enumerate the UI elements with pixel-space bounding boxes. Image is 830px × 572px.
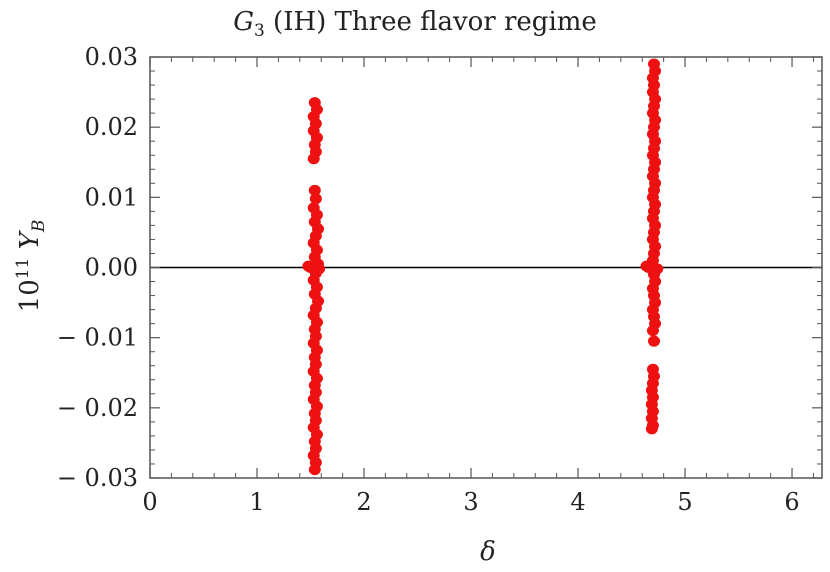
x-tick-label: 4 bbox=[570, 488, 585, 516]
y-tick-label: − 0.03 bbox=[57, 464, 138, 492]
ylabel-prefix: 10 bbox=[15, 279, 45, 312]
y-axis-label: 1011 YB bbox=[13, 220, 49, 313]
y-tick-label: 0.02 bbox=[85, 113, 138, 141]
y-tick-label: 0.00 bbox=[85, 254, 138, 282]
y-tick-label: 0.01 bbox=[85, 183, 138, 211]
x-tick-label: 2 bbox=[356, 488, 371, 516]
y-tick-label: 0.03 bbox=[85, 43, 138, 71]
x-tick-label: 3 bbox=[463, 488, 478, 516]
data-point bbox=[648, 335, 660, 347]
x-tick-label: 5 bbox=[677, 488, 692, 516]
x-tick-label: 1 bbox=[249, 488, 264, 516]
data-point bbox=[646, 325, 659, 337]
title-symbol: G bbox=[233, 7, 254, 37]
x-tick-label: 0 bbox=[142, 488, 157, 516]
data-point bbox=[308, 464, 321, 476]
y-tick-label: − 0.01 bbox=[57, 324, 138, 352]
x-axis-label: δ bbox=[480, 537, 496, 567]
y-tick-label: − 0.02 bbox=[57, 394, 138, 422]
y-axis: 0.03 0.02 0.01 0.00 − 0.01 − 0.02 − 0.03 bbox=[57, 43, 822, 492]
ylabel-symbol: Y bbox=[15, 229, 45, 257]
x-tick-label: 6 bbox=[784, 488, 799, 516]
title-subscript: 3 bbox=[254, 21, 265, 41]
chart-title: G3 (IH) Three flavor regime bbox=[233, 7, 597, 41]
data-point bbox=[309, 193, 322, 205]
x-axis: 0 1 2 3 4 5 6 bbox=[142, 57, 814, 516]
ylabel-subscript: B bbox=[29, 220, 49, 234]
data-point bbox=[645, 423, 658, 435]
data-point bbox=[307, 153, 320, 165]
data-points bbox=[302, 58, 664, 476]
ylabel-superscript: 11 bbox=[13, 258, 33, 280]
data-point bbox=[308, 184, 321, 196]
title-rest: (IH) Three flavor regime bbox=[265, 7, 597, 37]
